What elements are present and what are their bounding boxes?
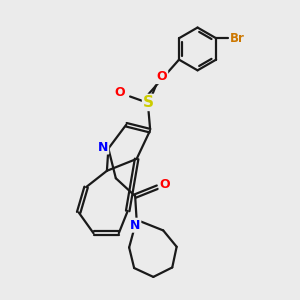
Text: O: O [160, 178, 170, 191]
Text: N: N [130, 219, 140, 232]
Text: Br: Br [230, 32, 245, 45]
Text: S: S [143, 95, 154, 110]
Text: O: O [157, 70, 167, 83]
Text: N: N [98, 140, 108, 154]
Text: O: O [114, 85, 125, 98]
